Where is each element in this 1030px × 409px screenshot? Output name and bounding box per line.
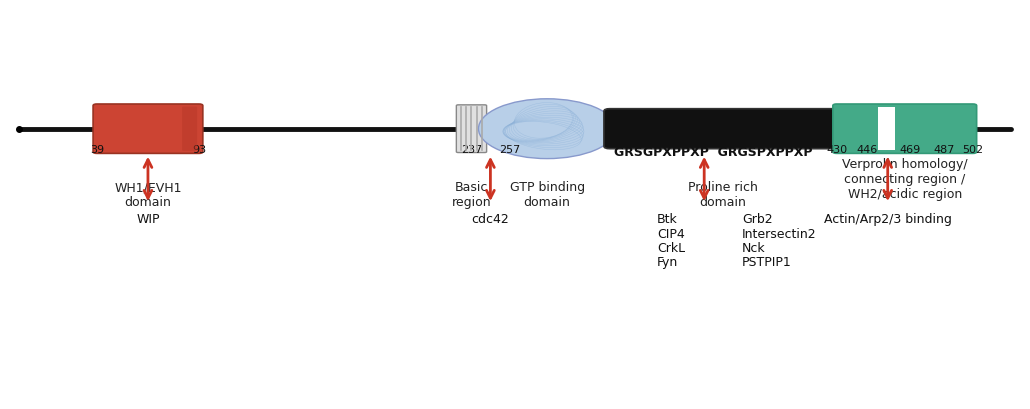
FancyBboxPatch shape (604, 110, 843, 149)
Text: Verprolin homology/
connecting region /
WH2/acidic region: Verprolin homology/ connecting region / … (842, 157, 967, 200)
Text: Nck: Nck (742, 241, 765, 254)
FancyBboxPatch shape (93, 105, 203, 154)
Text: Actin/Arp2/3 binding: Actin/Arp2/3 binding (824, 213, 952, 226)
Text: cdc42: cdc42 (472, 213, 509, 226)
Text: GRSGPXPPXP  GRGSPXPPXP: GRSGPXPPXP GRGSPXPPXP (615, 146, 813, 159)
Text: CrkL: CrkL (657, 241, 685, 254)
Text: Btk: Btk (657, 213, 678, 226)
Text: WH1/EVH1
domain: WH1/EVH1 domain (114, 181, 181, 209)
Text: 487: 487 (934, 144, 955, 154)
FancyBboxPatch shape (182, 107, 197, 151)
Text: 446: 446 (856, 144, 878, 154)
Text: 469: 469 (900, 144, 921, 154)
Text: 430: 430 (826, 144, 848, 154)
Text: PSTPIP1: PSTPIP1 (742, 256, 792, 268)
Text: Fyn: Fyn (657, 256, 678, 268)
Text: 39: 39 (90, 144, 104, 154)
FancyBboxPatch shape (456, 106, 486, 153)
Text: 237: 237 (460, 144, 482, 154)
Text: Grb2: Grb2 (742, 213, 772, 226)
Text: 93: 93 (192, 144, 206, 154)
Text: 502: 502 (962, 144, 984, 154)
Text: 257: 257 (499, 144, 520, 154)
Text: Proline rich
domain: Proline rich domain (688, 181, 758, 209)
Bar (879, 108, 895, 151)
Text: GTP binding
domain: GTP binding domain (510, 181, 585, 209)
Text: CIP4: CIP4 (657, 227, 685, 240)
FancyBboxPatch shape (833, 105, 976, 154)
Text: Intersectin2: Intersectin2 (742, 227, 817, 240)
Text: WIP: WIP (136, 213, 160, 226)
Ellipse shape (479, 99, 616, 159)
Text: Basic
region: Basic region (452, 181, 491, 209)
